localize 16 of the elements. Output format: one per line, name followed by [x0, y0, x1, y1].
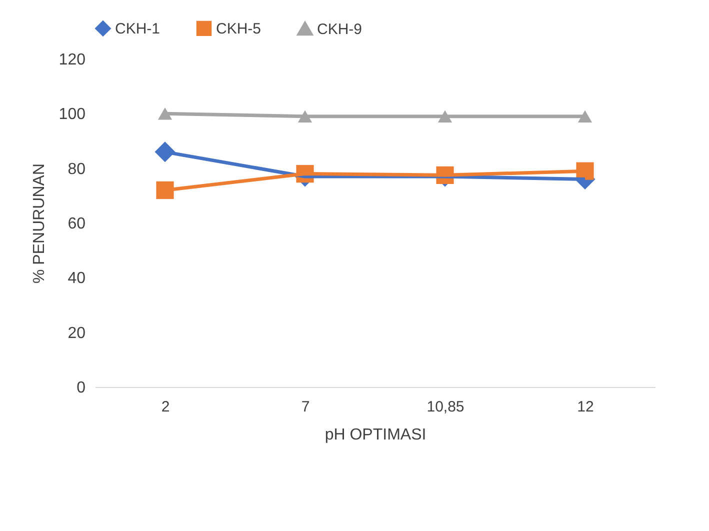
y-tick-label: 80 — [68, 160, 86, 178]
y-tick-label: 100 — [58, 106, 86, 124]
y-tick-label: 0 — [76, 380, 86, 396]
y-tick-label: 60 — [68, 216, 86, 232]
x-tick-label: 10,85 — [426, 398, 464, 416]
legend-label: CKH-9 — [317, 20, 362, 38]
y-tick-label: 120 — [58, 52, 86, 68]
y-tick-label: 40 — [68, 270, 86, 288]
x-axis-title: pH OPTIMASI — [324, 426, 426, 444]
x-tick-label: 12 — [577, 398, 594, 416]
x-tick-label: 2 — [161, 398, 170, 416]
legend-label: CKH-1 — [115, 20, 160, 38]
y-axis-title: % PENURUNAN — [30, 163, 48, 284]
y-tick-label: 20 — [68, 324, 86, 342]
x-tick-label: 7 — [301, 398, 310, 416]
legend-label: CKH-5 — [216, 20, 262, 38]
